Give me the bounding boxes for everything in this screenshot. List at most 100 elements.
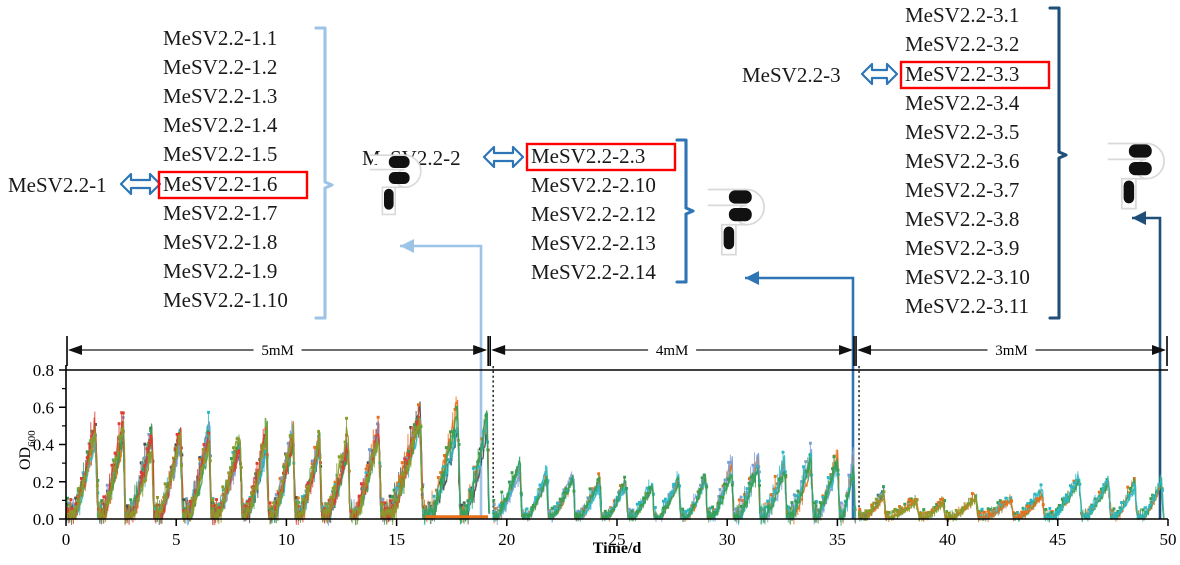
data-point-marker bbox=[609, 510, 613, 514]
group-3: MeSV2.2-3 MeSV2.2-3.1 MeSV2.2-3.2 MeSV2.… bbox=[742, 3, 1068, 320]
data-point-marker bbox=[206, 430, 210, 433]
data-point-marker bbox=[364, 467, 368, 471]
data-point-marker bbox=[858, 507, 862, 511]
data-point-marker bbox=[271, 505, 274, 509]
data-point-marker bbox=[548, 509, 552, 513]
data-point-marker bbox=[174, 443, 178, 447]
data-point-marker bbox=[700, 476, 704, 480]
data-point-marker bbox=[180, 464, 183, 467]
data-point-marker bbox=[1028, 504, 1031, 508]
data-point-marker bbox=[847, 473, 851, 477]
data-point-marker bbox=[779, 476, 783, 480]
group-1: MeSV2.2-1 MeSV2.2-1.1 MeSV2.2-1.2 MeSV2.… bbox=[8, 26, 334, 320]
data-point-marker bbox=[459, 505, 462, 509]
chart-data-layer bbox=[64, 396, 1165, 526]
data-point-marker bbox=[384, 501, 388, 505]
data-point-marker bbox=[964, 504, 968, 508]
data-point-marker bbox=[157, 511, 161, 515]
group-2-bracket bbox=[675, 138, 695, 284]
data-point-marker bbox=[149, 428, 153, 432]
data-point-marker bbox=[790, 501, 794, 505]
data-point-marker bbox=[747, 481, 751, 485]
data-point-marker bbox=[707, 510, 711, 514]
data-point-marker bbox=[235, 437, 239, 441]
data-point-marker bbox=[790, 503, 794, 507]
data-point-marker bbox=[770, 498, 774, 501]
data-point-marker bbox=[84, 473, 87, 476]
data-point-marker bbox=[522, 513, 526, 517]
data-point-marker bbox=[302, 501, 306, 505]
data-point-marker bbox=[554, 508, 558, 512]
data-point-marker bbox=[68, 501, 72, 505]
x-tick-label: 20 bbox=[498, 530, 515, 549]
data-point-marker bbox=[718, 488, 722, 491]
data-point-marker bbox=[637, 501, 641, 504]
data-point-marker bbox=[345, 416, 348, 420]
data-point-marker bbox=[1111, 508, 1115, 512]
data-point-marker bbox=[1072, 481, 1076, 485]
data-point-marker bbox=[814, 504, 818, 508]
data-point-marker bbox=[237, 449, 241, 453]
data-point-marker bbox=[200, 467, 204, 471]
data-point-marker bbox=[1090, 503, 1094, 507]
data-point-marker bbox=[1143, 506, 1147, 510]
data-point-marker bbox=[71, 510, 75, 514]
data-point-marker bbox=[404, 460, 408, 464]
data-point-marker bbox=[397, 482, 401, 486]
data-point-marker bbox=[388, 494, 392, 498]
data-point-marker bbox=[1000, 500, 1004, 504]
data-point-marker bbox=[620, 483, 624, 487]
data-point-marker bbox=[229, 466, 233, 470]
data-point-marker bbox=[978, 511, 981, 515]
data-point-marker bbox=[175, 432, 179, 436]
data-point-marker bbox=[1078, 482, 1082, 486]
data-point-marker bbox=[929, 510, 932, 514]
data-point-marker bbox=[1103, 485, 1107, 489]
data-point-marker bbox=[562, 490, 566, 494]
data-point-marker bbox=[996, 501, 1000, 505]
x-axis-ticks: 0 5 10 15 20 25 30 35 40 45 50 bbox=[62, 519, 1177, 549]
list-item: MeSV2.2-3.1 bbox=[905, 3, 1019, 27]
data-point-marker bbox=[129, 501, 133, 505]
y-tick-label: 0.6 bbox=[33, 398, 54, 417]
connector-1-arrowhead bbox=[400, 239, 414, 253]
data-point-marker bbox=[724, 482, 728, 486]
data-point-marker bbox=[663, 497, 667, 501]
data-point-marker bbox=[868, 509, 872, 513]
data-point-marker bbox=[170, 472, 174, 476]
data-point-marker bbox=[922, 508, 926, 511]
data-point-marker bbox=[143, 479, 147, 483]
data-point-marker bbox=[182, 498, 186, 502]
data-point-marker bbox=[147, 453, 151, 457]
data-point-marker bbox=[992, 507, 996, 511]
data-point-marker bbox=[1004, 496, 1008, 500]
data-point-marker bbox=[925, 512, 929, 516]
list-item: MeSV2.2-3.11 bbox=[905, 294, 1029, 318]
data-point-marker bbox=[366, 473, 369, 477]
data-point-marker bbox=[698, 488, 702, 491]
data-point-marker bbox=[564, 487, 568, 491]
data-point-marker bbox=[139, 470, 143, 474]
x-tick-label: 35 bbox=[829, 530, 846, 549]
data-point-marker bbox=[839, 501, 843, 505]
data-point-marker bbox=[439, 479, 443, 482]
data-point-marker bbox=[190, 496, 194, 500]
data-point-marker bbox=[556, 501, 559, 505]
data-point-marker bbox=[329, 495, 333, 499]
data-point-marker bbox=[383, 501, 387, 505]
data-point-marker bbox=[862, 511, 866, 515]
data-point-marker bbox=[313, 445, 317, 449]
data-point-marker bbox=[407, 452, 411, 456]
data-point-marker bbox=[286, 441, 290, 445]
data-point-marker bbox=[188, 513, 192, 517]
data-point-marker bbox=[717, 494, 721, 498]
data-point-marker bbox=[751, 463, 755, 467]
highlight-box-1 bbox=[157, 170, 309, 200]
phase-arrowhead bbox=[1152, 345, 1166, 355]
data-point-marker bbox=[821, 495, 825, 499]
data-point-marker bbox=[99, 505, 103, 509]
data-point-marker bbox=[702, 473, 706, 477]
data-point-marker bbox=[758, 483, 761, 487]
data-point-marker bbox=[918, 512, 922, 516]
data-point-marker bbox=[780, 470, 784, 474]
